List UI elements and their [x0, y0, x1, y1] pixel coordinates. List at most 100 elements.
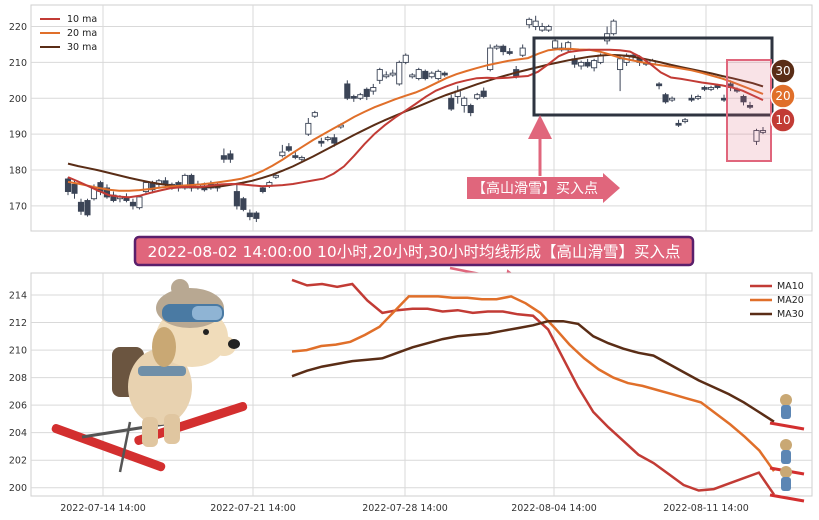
- candle: [324, 135, 331, 142]
- candle: [357, 92, 364, 101]
- candle-body: [259, 187, 266, 192]
- candle-body: [519, 47, 526, 56]
- candle: [740, 94, 747, 106]
- candle: [591, 58, 598, 72]
- candlestick-y-tick-label: 180: [9, 166, 27, 177]
- candle-body: [435, 70, 442, 79]
- candle: [344, 80, 351, 101]
- candle: [448, 94, 455, 111]
- candle-body: [441, 72, 448, 76]
- candle-body: [272, 174, 279, 178]
- candle: [376, 67, 383, 84]
- candle: [669, 96, 676, 102]
- line-x-tick-label: 2022-08-11 14:00: [663, 503, 749, 514]
- ma-badges: 30 20 10: [770, 58, 796, 133]
- badge-10-circle: [770, 107, 796, 133]
- candle-body: [578, 61, 585, 67]
- candle-body: [448, 97, 455, 110]
- candle: [220, 148, 227, 163]
- skier-figure: [769, 466, 805, 503]
- candle-body: [71, 183, 78, 194]
- buy-point-arrow-shape: [467, 173, 620, 203]
- line-y-axis: 200 202 204 206 208 210 212 214: [9, 291, 27, 495]
- candle-body: [532, 20, 539, 27]
- candle: [617, 55, 624, 92]
- candle: [415, 67, 422, 81]
- candle-body: [526, 18, 533, 26]
- candle-body: [552, 40, 559, 49]
- candle-body: [298, 157, 305, 160]
- skiing-dog-mascot: [51, 279, 248, 473]
- candle-body: [240, 198, 247, 210]
- candle-body: [233, 191, 240, 207]
- candle-body: [694, 96, 702, 99]
- moving-average-lines: [67, 47, 764, 199]
- line-y-tick-label: 214: [9, 291, 27, 302]
- line-x-tick-label: 2022-07-28 14:00: [362, 503, 448, 514]
- candle: [526, 17, 533, 29]
- legend-label-30ma: 30 ma: [67, 42, 97, 53]
- line-x-tick-label: 2022-07-21 14:00: [210, 503, 296, 514]
- candle: [545, 24, 552, 32]
- candle-body: [136, 196, 143, 209]
- candle-body: [539, 26, 546, 31]
- candle: [506, 48, 513, 56]
- candle-body: [480, 90, 487, 97]
- candle: [675, 119, 682, 127]
- candle-body: [344, 83, 351, 99]
- candle-body: [584, 61, 591, 67]
- candle: [233, 184, 240, 210]
- ma10-line: [67, 48, 764, 199]
- candle: [461, 96, 468, 113]
- line-legend: MA10 MA20 MA30: [750, 281, 804, 320]
- line-x-tick-label: 2022-08-04 14:00: [511, 503, 597, 514]
- candle: [136, 195, 143, 210]
- candle-body: [220, 155, 227, 160]
- candlestick-plot-frame: [30, 4, 813, 232]
- buy-point-arrow-text: 【高山滑雪】买入点: [472, 180, 598, 197]
- candle-body: [467, 104, 474, 114]
- candle-body: [64, 178, 72, 192]
- candle: [396, 60, 403, 86]
- candlestick-y-tick-label: 170: [9, 201, 27, 212]
- candle-body: [506, 51, 513, 54]
- candle: [77, 198, 85, 215]
- candle: [409, 73, 416, 79]
- candlestick-legend: 10 ma 20 ma 30 ma: [40, 14, 97, 53]
- candle-body: [746, 104, 754, 108]
- candle: [662, 92, 669, 104]
- line-y-tick-label: 210: [9, 346, 27, 357]
- candle-body: [415, 69, 422, 79]
- candle-body: [389, 72, 396, 76]
- candle: [363, 87, 370, 101]
- candle-body: [311, 112, 318, 117]
- candle-body: [493, 45, 500, 49]
- candle: [285, 143, 292, 153]
- candle: [227, 150, 234, 163]
- candlestick-y-axis: 170 180 190 200 210 220: [9, 22, 27, 212]
- ma10-line: [291, 278, 776, 496]
- candle: [142, 180, 149, 194]
- legend-label-20ma: 20 ma: [67, 28, 97, 39]
- candle: [84, 198, 91, 217]
- candle: [753, 128, 760, 145]
- signal-banner-box: [133, 235, 695, 267]
- candle-body: [363, 88, 370, 97]
- legend-label-10ma: 10 ma: [67, 14, 97, 25]
- candle-body: [610, 20, 617, 35]
- candle-body: [279, 151, 286, 157]
- legend-label-ma20: MA20: [777, 295, 804, 306]
- candle: [493, 44, 500, 50]
- candle: [402, 53, 409, 65]
- candle-body: [77, 201, 85, 212]
- candle: [610, 19, 617, 36]
- buy-point-arrow-label: 【高山滑雪】买入点: [467, 173, 620, 203]
- candle-body: [357, 94, 364, 99]
- candle: [532, 15, 539, 31]
- candle-body: [402, 54, 409, 63]
- signal-banner-text: 2022-08-02 14:00:00 10小时,20小时,30小时均线形成【高…: [147, 243, 680, 261]
- candle-body: [688, 97, 695, 101]
- candle-body: [370, 87, 377, 92]
- candle-body: [318, 140, 325, 144]
- candle-body: [720, 97, 728, 101]
